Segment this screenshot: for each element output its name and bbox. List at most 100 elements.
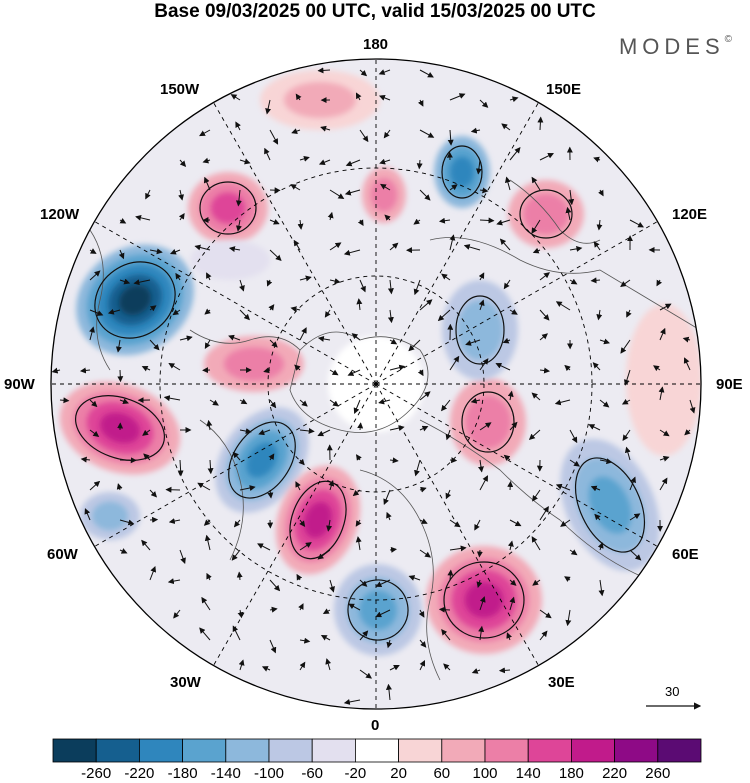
wind-arrow [539,506,549,521]
wind-arrow [598,189,604,197]
wind-arrow [59,397,70,404]
wind-arrow [359,279,366,293]
wind-arrow [344,189,361,196]
colorbar-tick: 220 [602,765,628,782]
wind-arrow [345,159,361,167]
wind-arrow [387,279,394,295]
wind-arrow [539,609,552,619]
wind-arrow [203,519,211,526]
wind-arrow [599,458,613,465]
wind-arrow [531,176,541,191]
wind-arrow [449,519,461,528]
modes-logo-text: MODES [618,34,725,59]
wind-arrow [419,129,435,138]
wind-arrow [449,93,466,101]
wind-arrow [438,217,451,224]
wind-arrow [177,459,184,477]
wind-arrow [343,249,361,256]
wind-arrow [389,425,405,432]
wind-arrow [236,571,243,581]
wind-arrow [329,278,341,284]
wind-arrow [298,603,304,611]
wind-arrow [89,326,95,341]
lon-label-90e: 90E [716,376,743,393]
wind-arrow [204,534,211,551]
wind-arrow [163,395,181,402]
wind-arrow [239,428,252,435]
wind-arrow [479,99,489,108]
wind-arrow [320,125,331,132]
meridian-line [375,221,658,385]
wind-arrow [347,369,361,376]
wind-arrow [328,480,335,491]
wind-arrow [179,335,193,342]
wind-arrow [531,536,541,551]
wind-arrow [89,429,100,437]
wind-arrow [507,390,514,401]
wind-arrow [269,639,277,654]
wind-arrow [539,630,548,641]
wind-arrow [471,668,481,674]
wind-arrow [266,279,273,287]
coastline [89,229,111,371]
wind-arrow [418,609,425,618]
wind-arrow [569,459,580,467]
wind-arrow [629,549,642,561]
wind-arrow [293,239,301,251]
contour-line [441,145,483,199]
wind-arrow [228,246,241,253]
wind-arrow [470,127,481,134]
wind-arrow [135,214,151,221]
wind-arrow [84,508,91,521]
wind-arrow [503,279,511,290]
wind-arrow [539,153,554,161]
wind-arrow [569,549,578,556]
wind-arrow [322,608,331,614]
wind-arrow [197,482,211,491]
wind-arrow [320,634,331,641]
colorbar [52,738,702,763]
wind-vectors [51,67,696,705]
wind-arrow [554,399,571,406]
lon-label-120e: 120E [672,206,708,223]
contour-line [574,457,646,553]
wind-arrow [509,596,516,611]
coastline [189,329,301,351]
anomaly-blob [92,501,128,531]
wind-arrow [204,308,211,315]
wind-arrow [149,489,158,498]
wind-arrow [509,96,519,103]
lon-label-60e: 60E [672,546,699,563]
wind-arrow [199,627,211,641]
meridian-line [94,221,377,385]
wind-arrow [359,129,369,143]
colorbar-bin [484,738,529,763]
wind-arrow [317,335,331,342]
wind-arrow [290,184,301,191]
wind-arrow [474,519,481,531]
wind-arrow [413,218,421,225]
wind-arrow [107,308,121,315]
wind-arrow [564,364,571,372]
anomaly-blob [370,178,398,212]
wind-arrow [327,211,334,221]
wind-arrow [386,639,393,649]
wind-arrow [689,399,696,414]
colorbar-bin [95,738,140,763]
wind-arrow [659,477,668,491]
wind-arrow [470,397,481,404]
wind-arrow [592,362,601,371]
wind-arrow [175,272,182,281]
wind-arrow [476,579,483,588]
lon-label-90w: 90W [4,376,35,393]
wind-arrow [329,369,339,376]
wind-arrow [502,337,511,344]
wind-arrow [389,457,399,464]
wind-arrow [194,244,211,251]
wind-arrow [531,219,541,234]
wind-arrow [267,489,274,499]
wind-arrow [659,455,670,462]
wind-arrow [168,518,181,524]
wind-arrow [475,159,482,175]
wind-arrow [119,398,129,405]
